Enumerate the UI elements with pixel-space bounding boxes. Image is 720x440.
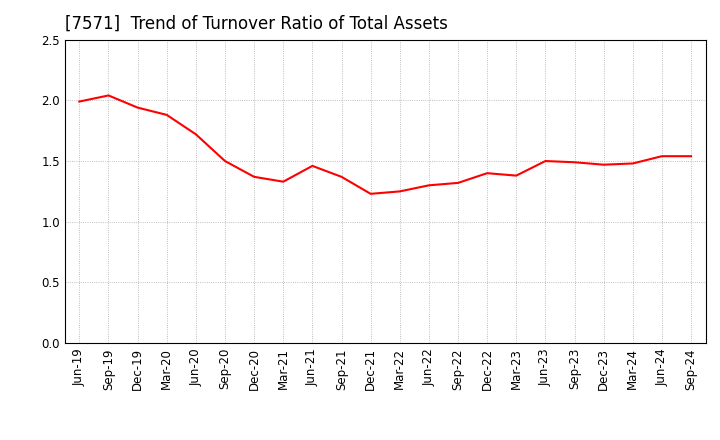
Text: [7571]  Trend of Turnover Ratio of Total Assets: [7571] Trend of Turnover Ratio of Total …	[65, 15, 448, 33]
